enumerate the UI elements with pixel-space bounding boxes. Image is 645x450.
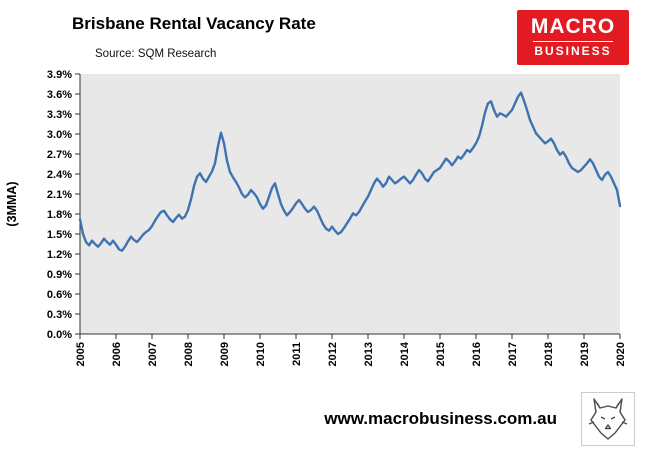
y-tick-label: 3.0% — [47, 129, 72, 141]
y-tick-label: 3.3% — [47, 109, 72, 121]
y-tick-label: 1.8% — [47, 209, 72, 221]
x-tick-label: 2013 — [363, 342, 375, 366]
y-tick-label: 2.1% — [47, 189, 72, 201]
y-tick-label: 0.0% — [47, 329, 72, 341]
plot-background — [80, 74, 620, 334]
y-tick-label: 0.3% — [47, 309, 72, 321]
y-tick-label: 0.6% — [47, 289, 72, 301]
vacancy-rate-line — [78, 91, 622, 252]
x-tick-label: 2007 — [147, 342, 159, 366]
x-tick-label: 2010 — [255, 342, 267, 366]
logo-text-business: BUSINESS — [534, 44, 612, 58]
x-tick-label: 2017 — [507, 342, 519, 366]
y-tick-label: 0.9% — [47, 269, 72, 281]
x-tick-label: 2005 — [75, 342, 87, 366]
macrobusiness-logo: MACRO BUSINESS — [517, 10, 629, 65]
x-tick-label: 2011 — [291, 342, 303, 366]
x-tick-label: 2009 — [219, 342, 231, 366]
x-tick-label: 2020 — [615, 342, 627, 366]
x-tick-label: 2006 — [111, 342, 123, 366]
y-tick-label: 2.4% — [47, 169, 72, 181]
x-tick-label: 2018 — [543, 342, 555, 366]
y-tick-label: 3.6% — [47, 89, 72, 101]
x-tick-label: 2014 — [399, 341, 411, 366]
y-tick-label: 3.9% — [47, 69, 72, 81]
x-tick-label: 2019 — [579, 342, 591, 366]
footer: www.macrobusiness.com.au — [324, 392, 635, 446]
y-axis-title: (3MMA) — [5, 181, 19, 226]
x-tick-label: 2012 — [327, 342, 339, 366]
y-tick-label: 1.2% — [47, 249, 72, 261]
source-note: Source: SQM Research — [95, 48, 217, 60]
x-tick-label: 2016 — [471, 342, 483, 366]
x-tick-label: 2015 — [435, 342, 447, 366]
chart-area: (3MMA) 0.0% 0.3% 0.6% 0.9% 1.2% 1.5% 1.8% 2.1% 2… — [0, 66, 645, 378]
page-title: Brisbane Rental Vacancy Rate — [72, 14, 316, 33]
website-text: www.macrobusiness.com.au — [324, 409, 557, 428]
logo-divider — [533, 41, 613, 42]
y-tick-label: 2.7% — [47, 149, 72, 161]
logo-text-macro: MACRO — [530, 15, 616, 38]
vacancy-rate-chart: (3MMA) 0.0% 0.3% 0.6% 0.9% 1.2% 1.5% 1.8% 2.1% 2… — [5, 69, 627, 367]
x-tick-label: 2008 — [183, 342, 195, 366]
y-tick-label: 1.5% — [47, 229, 72, 241]
wolf-sketch-icon — [581, 392, 635, 446]
